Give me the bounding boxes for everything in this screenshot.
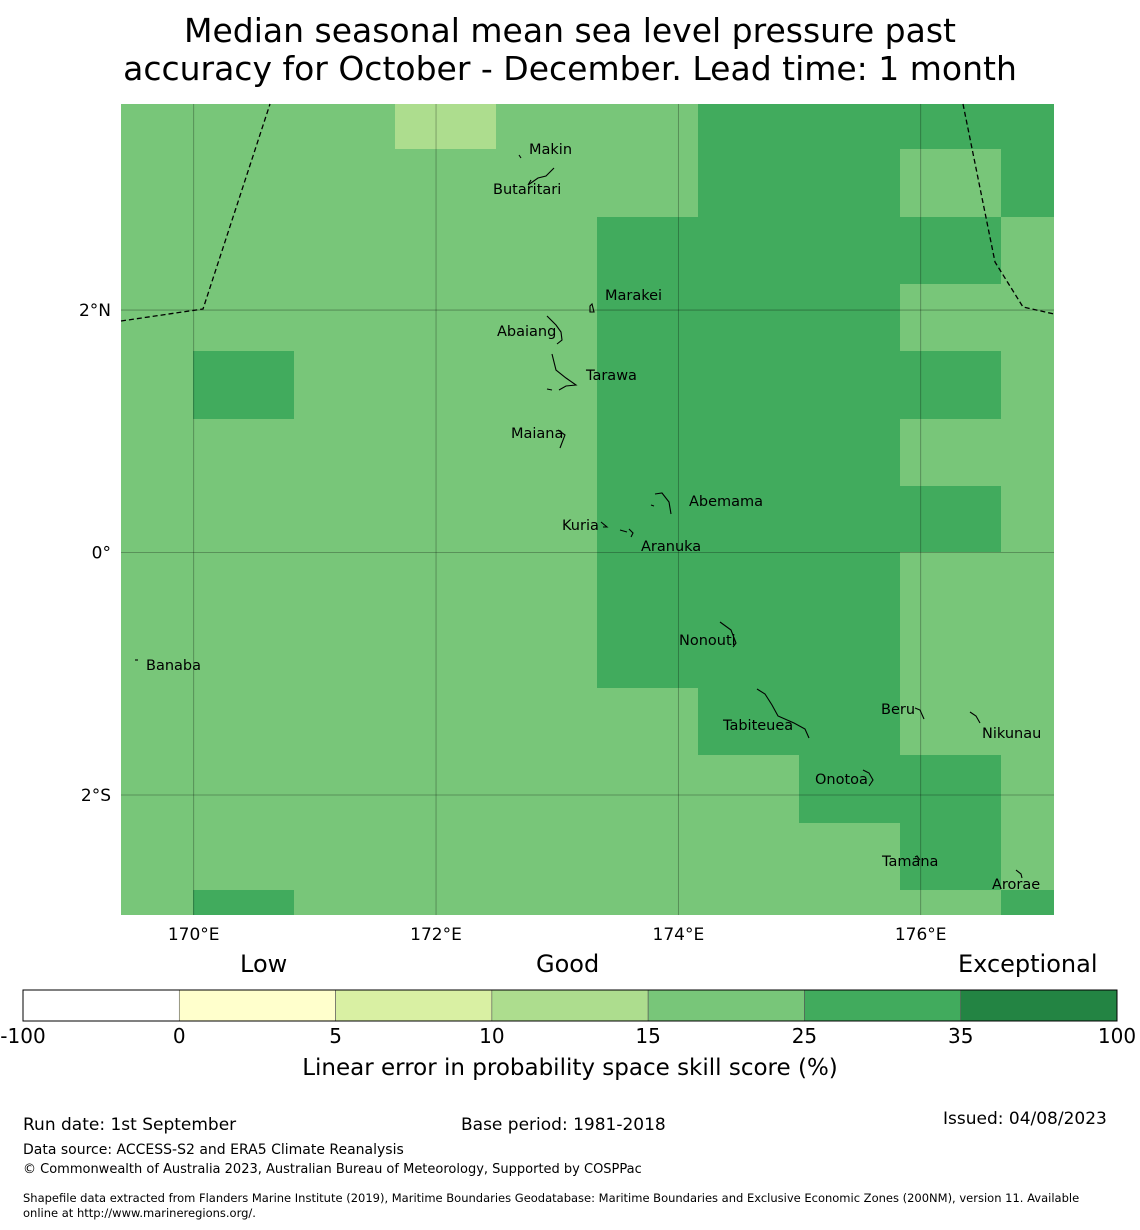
colorbar-tick-label: 5 <box>329 1024 342 1048</box>
shapefile-credit-line-2: online at http://www.marineregions.org/. <box>23 1206 256 1220</box>
skill-cell <box>597 419 900 486</box>
latitude-tick-label: 2°S <box>81 786 111 806</box>
skill-cell <box>597 284 900 351</box>
colorbar-tick-label: 100 <box>1097 1024 1137 1048</box>
chart-title-line-2: accuracy for October - December. Lead ti… <box>123 49 1017 88</box>
island-label: Butaritari <box>493 182 561 198</box>
skill-cell <box>698 688 900 755</box>
data-source: Data source: ACCESS-S2 and ERA5 Climate … <box>23 1142 404 1158</box>
longitude-tick-label: 170°E <box>168 925 220 945</box>
skill-grid <box>121 104 1054 915</box>
island-label: Tarawa <box>585 368 637 384</box>
kuria-outline <box>600 521 609 528</box>
colorbar-tick-label: 15 <box>635 1024 661 1048</box>
island-label: Abaiang <box>497 324 556 340</box>
skill-cell <box>193 351 294 419</box>
colorbar-tick-label: 35 <box>947 1024 974 1048</box>
island-label: Nikunau <box>982 726 1041 742</box>
skill-cell <box>1001 149 1054 217</box>
longitude-tick-label: 176°E <box>895 925 947 945</box>
tamana-outline <box>914 855 921 861</box>
makin-outline <box>518 154 522 159</box>
run-date: Run date: 1st September <box>23 1115 237 1135</box>
colorbar <box>22 989 1118 1022</box>
island-label: Arorae <box>992 877 1040 893</box>
island-outlines <box>135 154 1023 879</box>
abaiang-outline <box>546 315 563 345</box>
graticule <box>121 104 1054 915</box>
skill-cell <box>1001 890 1054 915</box>
skill-cell <box>193 890 294 915</box>
colorbar-tick-label: 0 <box>172 1024 186 1048</box>
skill-cell <box>395 104 496 149</box>
colorbar-bin <box>804 989 962 1022</box>
beru-outline <box>914 707 925 720</box>
island-label: Aranuka <box>641 539 701 555</box>
shapefile-credit-line-1: Shapefile data extracted from Flanders M… <box>23 1191 1080 1205</box>
colorbar-bin <box>491 989 649 1022</box>
issued-date: Issued: 04/08/2023 <box>943 1109 1107 1129</box>
eez-boundary-lines <box>120 103 1055 322</box>
skill-cell <box>597 552 900 688</box>
island-label: Tabiteuea <box>722 718 793 734</box>
onotoa-outline <box>862 769 874 787</box>
island-label: Marakei <box>605 288 662 304</box>
colorbar-outline <box>22 989 1118 1022</box>
island-label: Abemama <box>689 494 763 510</box>
arorae-outline <box>1015 869 1023 879</box>
skill-cell <box>698 149 900 217</box>
maiana-outline <box>557 429 566 449</box>
colorbar-bin <box>178 989 336 1022</box>
island-label: Nonouti <box>679 633 736 649</box>
eez-boundary-west <box>120 103 271 322</box>
skill-cell <box>799 755 1001 823</box>
legend-heading-good: Good <box>536 950 600 978</box>
colorbar-bin <box>335 989 493 1022</box>
colorbar-bin <box>22 989 180 1022</box>
colorbar-tick-label: -100 <box>0 1024 46 1048</box>
longitude-tick-label: 174°E <box>653 925 705 945</box>
colorbar-tick-label: 25 <box>791 1024 818 1048</box>
island-label: Banaba <box>146 658 201 674</box>
latitude-tick-label: 0° <box>92 544 111 564</box>
skill-score-map: Makin Butaritari Marakei Abaiang Tarawa Maian… <box>79 103 1055 945</box>
skill-cell <box>597 486 1001 552</box>
island-label: Tamana <box>881 854 938 870</box>
base-period: Base period: 1981-2018 <box>461 1115 666 1135</box>
copyright-notice: © Commonwealth of Australia 2023, Austra… <box>23 1162 642 1177</box>
colorbar-tick-label: 10 <box>479 1024 505 1048</box>
nonouti-outline <box>719 621 737 648</box>
island-labels: Makin Butaritari Marakei Abaiang Tarawa Maian… <box>146 142 1041 893</box>
island-label: Makin <box>529 142 572 158</box>
tarawa-outline <box>546 353 578 391</box>
latitude-tick-label: 2°N <box>79 301 111 321</box>
colorbar-bin <box>647 989 805 1022</box>
eez-boundary-east <box>962 103 1055 315</box>
colorbar-bin <box>960 989 1118 1022</box>
nikunau-outline <box>969 711 981 724</box>
butaritari-outline <box>527 167 555 186</box>
legend-heading-exceptional: Exceptional <box>958 950 1098 978</box>
chart-title-line-1: Median seasonal mean sea level pressure … <box>184 11 956 50</box>
colorbar-axis-label: Linear error in probability space skill … <box>302 1055 838 1081</box>
tabiteuea-outline <box>756 688 810 739</box>
skill-cell <box>597 351 1001 419</box>
aranuka-outline <box>619 528 634 538</box>
skill-cell <box>597 217 1001 284</box>
skill-cell <box>698 104 1054 149</box>
marakei-outline <box>589 302 595 313</box>
legend-heading-low: Low <box>240 950 288 978</box>
map-axis-labels: 170°E 172°E 174°E 176°E 2°N 0° 2°S <box>79 301 947 945</box>
island-label: Maiana <box>511 426 563 442</box>
abemama-outline <box>650 492 672 515</box>
longitude-tick-label: 172°E <box>410 925 462 945</box>
island-label: Onotoa <box>815 772 868 788</box>
island-label: Beru <box>881 702 915 718</box>
island-label: Kuria <box>562 518 599 534</box>
